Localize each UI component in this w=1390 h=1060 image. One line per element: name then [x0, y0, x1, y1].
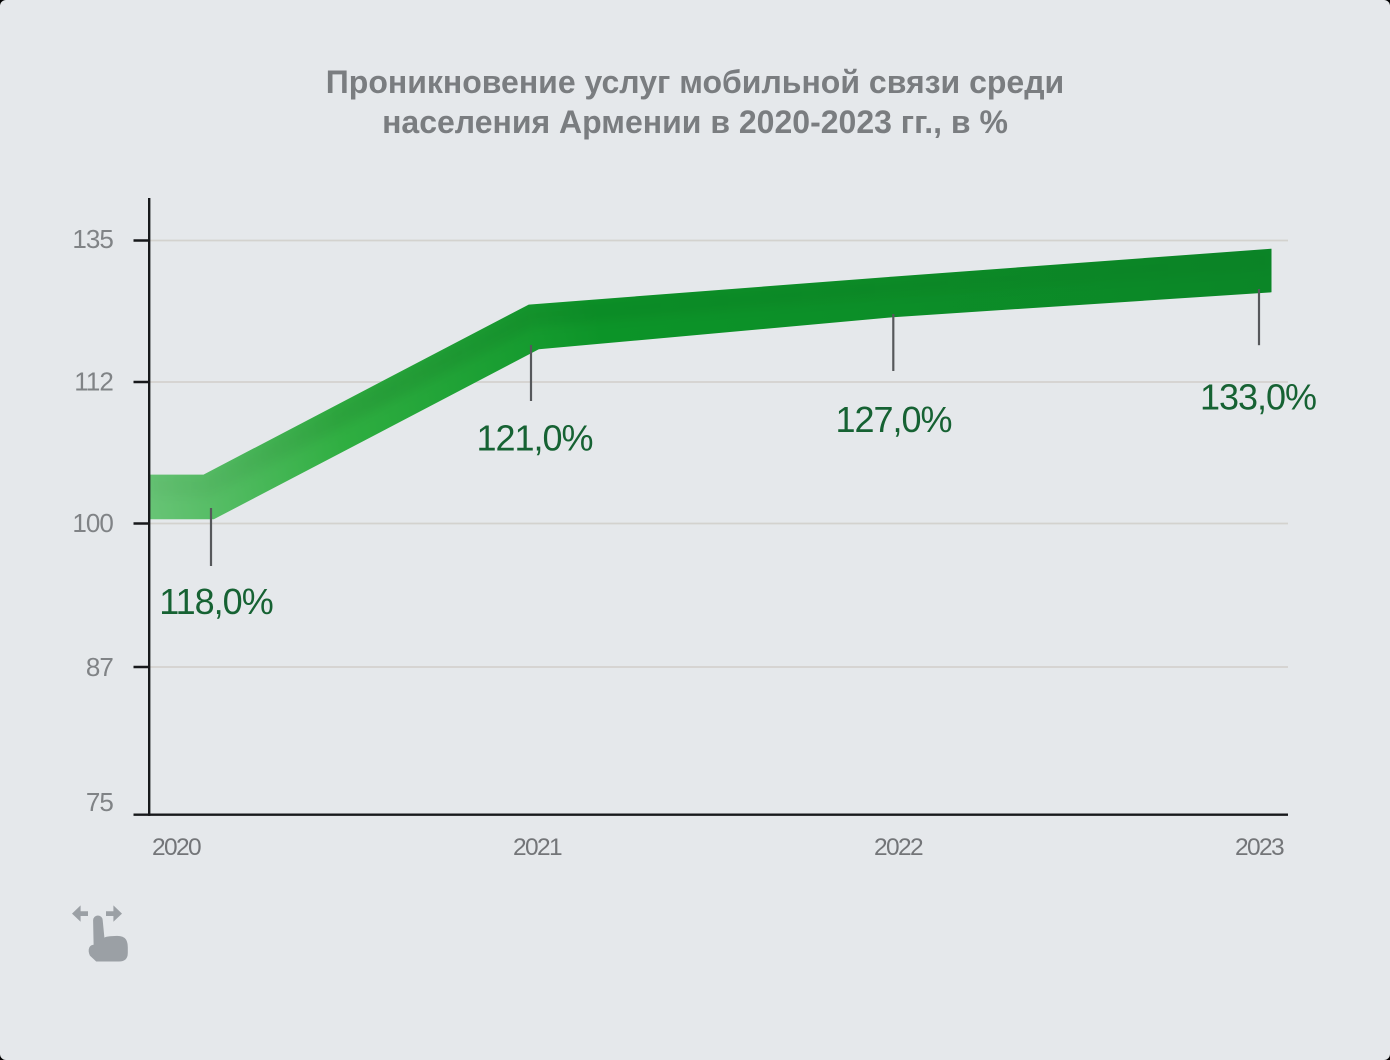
svg-text:87: 87: [86, 652, 114, 682]
svg-text:2022: 2022: [874, 834, 923, 861]
svg-text:121,0%: 121,0%: [476, 418, 592, 459]
svg-text:2020: 2020: [152, 834, 201, 861]
svg-text:2023: 2023: [1235, 834, 1284, 861]
svg-text:100: 100: [72, 508, 113, 538]
svg-text:127,0%: 127,0%: [835, 399, 951, 440]
svg-text:118,0%: 118,0%: [159, 581, 272, 622]
svg-text:112: 112: [74, 366, 113, 396]
svg-text:133,0%: 133,0%: [1200, 377, 1316, 418]
svg-text:2021: 2021: [513, 834, 562, 861]
svg-text:75: 75: [86, 787, 114, 817]
svg-text:135: 135: [72, 224, 113, 254]
